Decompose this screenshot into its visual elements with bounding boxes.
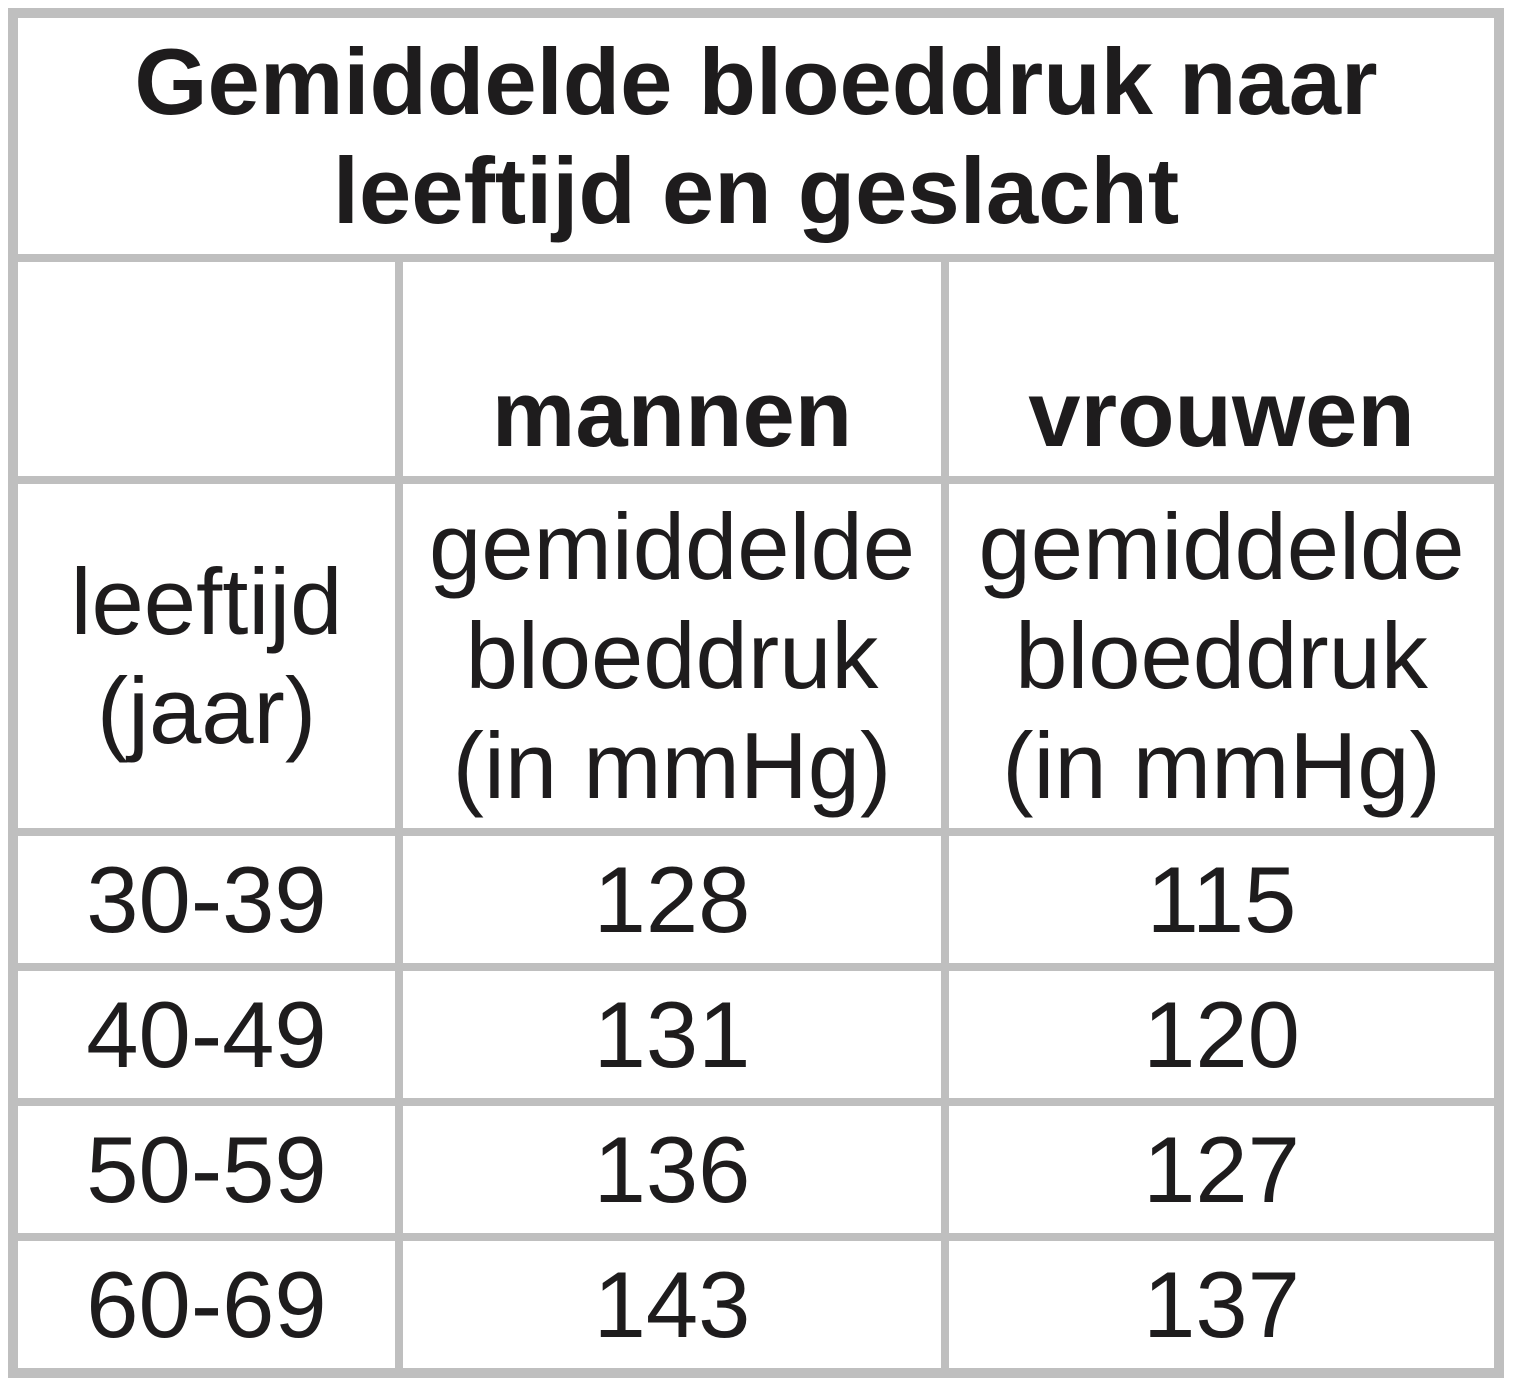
mannen-value-cell: 143 <box>403 1241 949 1368</box>
vrouwen-value-cell: 115 <box>949 836 1495 971</box>
table-title: Gemiddelde bloeddruk naar leeftijd en ge… <box>18 18 1495 262</box>
age-cell: 40-49 <box>18 971 403 1106</box>
mannen-value-cell: 131 <box>403 971 949 1106</box>
vrouwen-value-cell: 137 <box>1143 1251 1300 1357</box>
column-header-vrouwen: vrouwen <box>949 262 1495 484</box>
vrouwen-value-cell: 127 <box>949 1106 1495 1241</box>
mannen-value-cell: 136 <box>403 1106 949 1241</box>
sub-header-age: leeftijd (jaar) <box>18 484 403 836</box>
table-row: 50-59 136 127 <box>18 1106 1495 1241</box>
age-cell: 50-59 <box>18 1106 403 1241</box>
sub-header-row: leeftijd (jaar) gemiddelde bloeddruk (in… <box>18 484 1495 836</box>
table-row: 40-49 131 120 <box>18 971 1495 1106</box>
age-cell: 30-39 <box>18 836 403 971</box>
mannen-value-cell: 128 <box>403 836 949 971</box>
table-row: 30-39 128 115 <box>18 836 1495 971</box>
table-row: 60-69 143 137 <box>18 1241 1494 1368</box>
blood-pressure-table: Gemiddelde bloeddruk naar leeftijd en ge… <box>8 8 1505 1378</box>
vrouwen-value-cell: 120 <box>949 971 1495 1106</box>
group-header-empty <box>18 262 403 484</box>
sub-header-mannen-bloeddruk: gemiddelde bloeddruk (in mmHg) <box>403 484 949 836</box>
sub-header-vrouwen-bloeddruk: gemiddelde bloeddruk (in mmHg) <box>949 484 1495 836</box>
title-row: Gemiddelde bloeddruk naar leeftijd en ge… <box>18 18 1495 262</box>
column-header-mannen: mannen <box>403 262 949 484</box>
age-cell: 60-69 <box>18 1241 403 1368</box>
group-header-row: mannen vrouwen <box>18 262 1495 484</box>
